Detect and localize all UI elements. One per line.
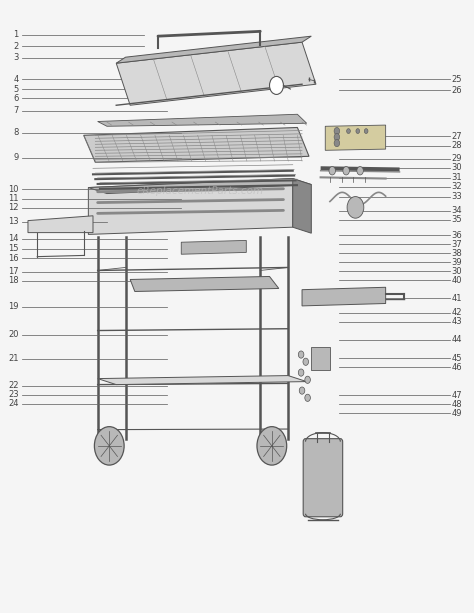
Text: 49: 49 [452,409,462,418]
Polygon shape [325,125,386,150]
Text: 30: 30 [452,267,462,276]
Text: 21: 21 [8,354,18,364]
Text: 32: 32 [452,183,462,191]
Polygon shape [88,178,293,234]
Text: 44: 44 [452,335,462,344]
Text: 18: 18 [8,276,18,285]
Text: 7: 7 [13,106,18,115]
Polygon shape [293,178,311,233]
Text: 26: 26 [452,86,462,95]
Text: 25: 25 [452,75,462,84]
Circle shape [334,140,340,147]
Text: 48: 48 [452,400,462,409]
Circle shape [298,369,304,376]
Text: 2: 2 [13,42,18,51]
Text: eReplacementParts.com: eReplacementParts.com [137,186,264,196]
Polygon shape [28,216,93,232]
Circle shape [343,167,349,175]
Text: 31: 31 [452,173,462,183]
Circle shape [305,376,310,383]
Circle shape [270,77,283,94]
Text: 6: 6 [13,94,18,102]
Text: 20: 20 [8,330,18,339]
Circle shape [357,167,364,175]
Text: 17: 17 [8,267,18,276]
Text: 11: 11 [8,194,18,204]
Circle shape [346,129,350,134]
Polygon shape [84,128,309,162]
Text: 14: 14 [8,234,18,243]
Circle shape [257,427,287,465]
Text: 8: 8 [13,128,18,137]
Text: 46: 46 [452,363,462,371]
Text: 23: 23 [8,390,18,399]
Text: 29: 29 [452,154,462,163]
Polygon shape [181,240,246,254]
Text: 41: 41 [452,294,462,303]
Polygon shape [98,114,307,126]
Circle shape [299,387,305,394]
Text: 36: 36 [452,230,462,240]
Text: 24: 24 [8,399,18,408]
Text: 16: 16 [8,254,18,263]
Text: 22: 22 [8,381,18,390]
Text: 39: 39 [452,257,462,267]
Circle shape [334,128,340,135]
Circle shape [329,167,336,175]
Text: 38: 38 [452,248,462,257]
Polygon shape [116,42,316,105]
Text: 1: 1 [13,31,18,39]
Polygon shape [311,348,330,370]
Text: 47: 47 [452,391,462,400]
Text: 19: 19 [8,302,18,311]
Circle shape [347,197,364,218]
Circle shape [305,394,310,402]
Text: 13: 13 [8,217,18,226]
Circle shape [94,427,124,465]
Text: 40: 40 [452,276,462,284]
Text: 10: 10 [8,185,18,194]
Text: 5: 5 [13,85,18,94]
Text: 12: 12 [8,204,18,213]
Text: 45: 45 [452,354,462,363]
Circle shape [356,129,360,134]
Text: 42: 42 [452,308,462,317]
Text: 37: 37 [452,240,462,248]
Text: 30: 30 [452,163,462,172]
Text: 15: 15 [8,245,18,253]
Text: 43: 43 [452,317,462,326]
Circle shape [334,134,340,141]
Polygon shape [116,36,311,63]
Polygon shape [88,178,311,194]
Polygon shape [130,276,279,291]
FancyBboxPatch shape [303,439,343,517]
Circle shape [365,129,368,134]
Text: 33: 33 [452,192,462,201]
Circle shape [303,358,309,365]
Text: 3: 3 [13,53,18,63]
Text: 35: 35 [452,216,462,224]
Text: 28: 28 [452,141,462,150]
Polygon shape [302,287,386,306]
Text: 4: 4 [13,75,18,84]
Circle shape [298,351,304,358]
Text: 34: 34 [452,207,462,216]
Polygon shape [98,376,307,384]
Text: 27: 27 [452,132,462,141]
Text: 9: 9 [13,153,18,162]
